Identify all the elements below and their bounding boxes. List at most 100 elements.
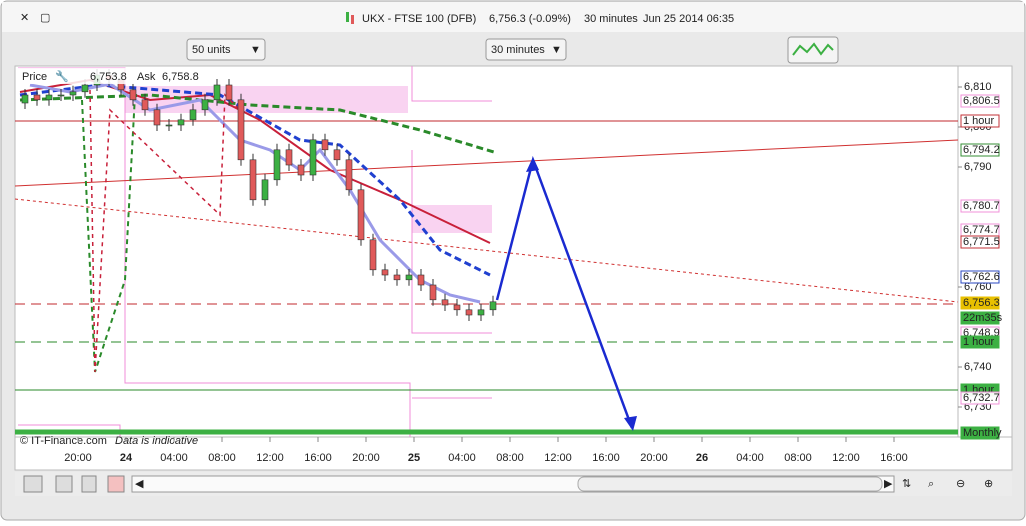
price-tag-label: 6,806.5: [963, 95, 1000, 107]
price-tag-label: Monthly: [963, 427, 1002, 439]
price-axis: [957, 65, 1013, 438]
price-tag-label: 6,774.7: [963, 224, 1000, 236]
x-tick-label: 16:00: [880, 452, 908, 464]
units-value: 50 units: [192, 44, 231, 56]
candle-body: [309, 139, 317, 176]
title-bar: [2, 2, 1024, 32]
candle-body: [381, 269, 389, 276]
ask-label: Ask: [137, 71, 156, 83]
candle-body: [45, 94, 53, 101]
price-tag: [960, 335, 1000, 349]
title-icon: [351, 15, 354, 24]
candle-body: [393, 274, 401, 281]
zoom-fit[interactable]: ⌕: [928, 478, 934, 490]
price-tag: [960, 114, 1000, 128]
scroll-thumb[interactable]: [577, 476, 883, 492]
x-tick-label: 24: [120, 452, 133, 464]
maximize-button[interactable]: ▢: [40, 12, 50, 24]
title-icon: [346, 12, 349, 22]
plot-layer: [14, 66, 959, 437]
y-tick-label: 6,810: [964, 81, 992, 93]
tool-button[interactable]: [55, 475, 73, 493]
candle-body: [405, 274, 413, 281]
candle-body: [369, 239, 377, 271]
price-tag-label: 6,732.7: [963, 392, 1000, 404]
price-tag: [960, 426, 1000, 440]
candle-body: [153, 109, 161, 126]
dropdown-arrow: ▼: [551, 44, 562, 56]
candle-body: [33, 94, 41, 101]
timeframe-value: 30 minutes: [491, 44, 545, 56]
price-tag: [960, 235, 1000, 249]
tool-button[interactable]: [23, 475, 43, 493]
x-tick-label: 20:00: [640, 452, 668, 464]
close-button[interactable]: ✕: [20, 12, 29, 24]
tool-button[interactable]: [107, 475, 125, 493]
x-tick-label: 25: [408, 452, 420, 464]
zoom-out[interactable]: ⊖: [956, 478, 965, 490]
price-tag: [960, 296, 1000, 310]
price-tag-label: 6,756.3: [963, 297, 1000, 309]
window-quote: 6,756.3 (-0.09%): [489, 13, 571, 25]
candle-body: [69, 91, 77, 96]
channel-line: [411, 150, 492, 334]
x-tick-label: 12:00: [832, 452, 860, 464]
x-tick-label: 12:00: [256, 452, 284, 464]
candle-body: [441, 299, 449, 306]
x-tick-label: 20:00: [352, 452, 380, 464]
y-tick-label: 6,790: [964, 161, 992, 173]
price-tag: [960, 391, 1000, 405]
candle-body: [141, 99, 149, 111]
candle-body: [21, 94, 29, 104]
arrow-head: [624, 416, 637, 431]
candle-body: [477, 309, 485, 316]
copyright: © IT-Finance.com: [20, 435, 107, 447]
price-tag: [960, 311, 1000, 325]
candle-body: [285, 149, 293, 166]
units-dropdown[interactable]: [186, 38, 266, 61]
legend-bg: [18, 68, 203, 84]
plot-area: [14, 65, 959, 438]
candle-body: [453, 304, 461, 311]
price-tag-label: 6,794.2: [963, 144, 1000, 156]
zoom-in[interactable]: ⊕: [984, 478, 993, 490]
indicator-line: [81, 94, 136, 373]
candle-body: [225, 84, 233, 101]
candle-body: [465, 309, 473, 316]
price-tag-label: 6,771.5: [963, 236, 1000, 248]
dropdown-arrow: ▼: [250, 44, 261, 56]
candle-body: [129, 89, 137, 101]
x-tick-label: 26: [696, 452, 708, 464]
scroll-right[interactable]: ▶: [884, 478, 893, 490]
trend-line: [14, 198, 959, 303]
x-tick-label: 20:00: [64, 452, 92, 464]
candle-body: [189, 109, 197, 121]
y-tick-label: 6,740: [964, 361, 992, 373]
price-tag-label: 6,780.7: [963, 200, 1000, 212]
candle-body: [297, 164, 305, 176]
candle-body: [177, 119, 185, 126]
price-tag-label: 22m35s: [963, 312, 1003, 324]
y-tick-label: 6,760: [964, 281, 992, 293]
disclaimer: Data is indicative: [115, 435, 198, 447]
price-tag: [960, 143, 1000, 157]
candle-body: [201, 99, 209, 111]
price-tag: [960, 94, 1000, 108]
indicator-button[interactable]: [787, 36, 839, 64]
candle-body: [489, 301, 497, 311]
x-tick-label: 04:00: [736, 452, 764, 464]
window-title: UKX - FTSE 100 (DFB): [362, 13, 476, 25]
x-tick-label: 04:00: [160, 452, 188, 464]
x-tick-label: 08:00: [784, 452, 812, 464]
candle-body: [249, 159, 257, 201]
price-tag-label: 6,762.6: [963, 271, 1000, 283]
candle-body: [273, 149, 281, 181]
price-tag-label: 1 hour: [963, 115, 995, 127]
tool-button[interactable]: [81, 475, 97, 493]
tool-button[interactable]: ⇅: [902, 478, 911, 490]
timeframe-dropdown[interactable]: [485, 38, 567, 61]
zone: [125, 86, 408, 113]
channel-line: [411, 66, 492, 102]
candle-body: [321, 139, 329, 151]
scroll-left[interactable]: ◀: [135, 478, 144, 490]
